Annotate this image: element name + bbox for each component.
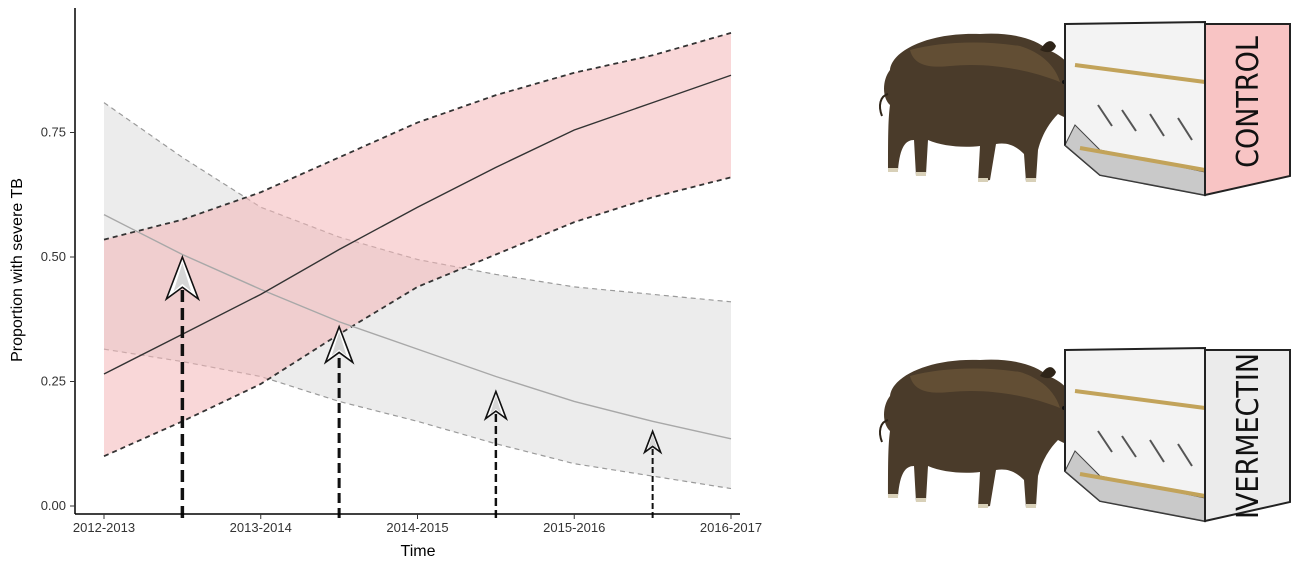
series-line-1 <box>103 214 732 440</box>
y-tick-label: 0.75 <box>41 125 66 140</box>
upper-bound-0 <box>103 32 732 241</box>
arrow-head-shade <box>331 331 347 356</box>
y-tick-label: 0.25 <box>41 374 66 389</box>
treatment-arrow <box>483 389 508 518</box>
ivermectin-feeder-label: IVERMECTIN <box>1231 353 1266 519</box>
arrow-head-shade <box>173 263 192 292</box>
confidence-band-1 <box>104 102 731 489</box>
treatment-arrow <box>323 324 355 518</box>
x-tick-label: 2014-2015 <box>386 520 448 535</box>
feeder-icon: IVERMECTIN <box>1063 346 1291 523</box>
feeder-icon: CONTROL <box>1063 20 1291 197</box>
treatment-arrow <box>642 429 663 518</box>
y-tick-label: 0.00 <box>41 498 66 513</box>
x-tick-label: 2012-2013 <box>73 520 135 535</box>
treatment-arrow <box>164 254 201 518</box>
treatment-arrows <box>164 254 663 518</box>
control-feeder-label: CONTROL <box>1231 36 1266 168</box>
arrow-head-shade <box>490 395 502 414</box>
arrow-head-shade <box>648 434 658 449</box>
series-line-0 <box>103 74 732 375</box>
wild-boar-icon <box>879 32 1089 183</box>
x-tick-label: 2015-2016 <box>543 520 605 535</box>
ivermectin-group: IVERMECTIN <box>879 346 1291 523</box>
x-axis-title: Time <box>401 543 436 560</box>
ivermectin-feeder-panel <box>1204 349 1291 523</box>
confidence-bands <box>103 32 732 490</box>
y-axis-title: Proportion with severe TB <box>9 178 26 362</box>
series-lines <box>103 74 732 440</box>
x-tick-label: 2013-2014 <box>230 520 292 535</box>
axes: 0.00 0.25 0.50 0.75 2012-2013 2013-2014 2014-2… <box>41 8 762 535</box>
y-tick-label: 0.50 <box>41 249 66 264</box>
treatment-illustration: CONTROL IVERMECTIN <box>879 20 1291 523</box>
control-feeder-panel <box>1204 23 1291 197</box>
confidence-band-0 <box>104 32 731 457</box>
control-group: CONTROL <box>879 20 1291 197</box>
tb-proportion-chart: 0.00 0.25 0.50 0.75 2012-2013 2013-2014 2014-2… <box>9 8 762 560</box>
x-tick-label: 2016-2017 <box>700 520 762 535</box>
wild-boar-icon <box>879 358 1089 509</box>
